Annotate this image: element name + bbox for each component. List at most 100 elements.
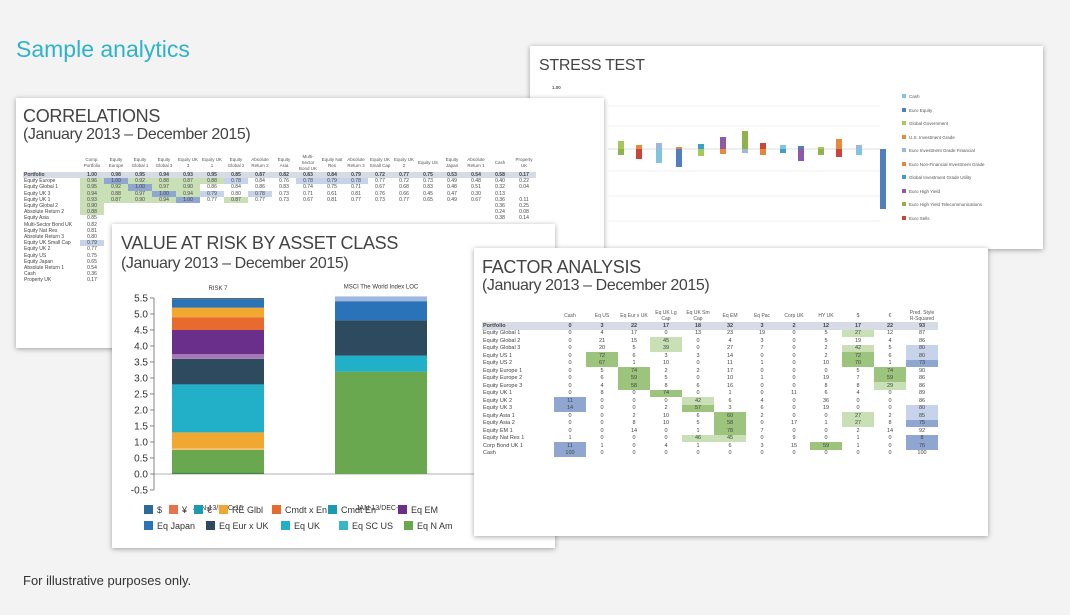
factor-cell: 14 xyxy=(554,404,586,412)
correlations-cell: 0.95 xyxy=(80,184,104,191)
stress-bar-up xyxy=(676,147,682,149)
correlations-cell: 0.66 xyxy=(399,190,409,197)
var-bar-segment xyxy=(172,298,264,300)
factor-cell: 86 xyxy=(918,397,926,404)
factor-cell: 0 xyxy=(856,397,860,404)
factor-cell: 0 xyxy=(856,450,860,457)
var-legend-swatch xyxy=(219,505,228,514)
factor-row: Equity US 1 0 72 6 3 3 14 0 0 2 72 6 80 xyxy=(482,352,938,360)
correlations-row-label: Equity Nat Res xyxy=(24,227,58,234)
factor-cell: 8 xyxy=(632,420,636,427)
footer-note: For illustrative purposes only. xyxy=(23,573,192,588)
factor-row: Equity UK 2 11 0 0 0 42 6 4 0 36 0 0 86 xyxy=(482,397,938,405)
correlations-cell: 0.78 xyxy=(344,178,368,185)
var-bar-segment xyxy=(172,432,264,449)
factor-cell: 0 xyxy=(664,330,668,337)
factor-cell: 10 xyxy=(726,375,734,382)
factor-row-label: Equity Asia 2 xyxy=(483,420,515,427)
correlations-cell: 0.86 xyxy=(255,184,265,191)
factor-row-label: Equity Global 1 xyxy=(483,330,521,337)
correlations-cell: 0.72 xyxy=(399,178,409,185)
factor-column-header: Eq US xyxy=(594,313,610,319)
factor-cell: 42 xyxy=(682,397,714,405)
factor-cell: 1 xyxy=(600,442,604,449)
factor-cell: 0 xyxy=(696,390,700,397)
factor-cell: 11 xyxy=(554,397,586,405)
factor-cell: 0 xyxy=(568,382,572,389)
correlations-cell: 0.81 xyxy=(327,196,337,203)
factor-cell: 0 xyxy=(632,397,636,404)
factor-cell: 12 xyxy=(886,330,894,337)
correlations-column-header: Equity UK 2 xyxy=(393,157,414,168)
stress-bar-down xyxy=(742,149,748,153)
correlations-cell: 0.61 xyxy=(327,190,337,197)
correlations-cell: 0.79 xyxy=(344,172,368,179)
correlations-cell: 0.13 xyxy=(495,190,505,197)
factor-cell: 19 xyxy=(822,405,830,412)
factor-cell: 0 xyxy=(568,420,572,427)
factor-cell: 0 xyxy=(600,420,604,427)
factor-cell: 4 xyxy=(760,397,764,404)
correlations-column-header: Property UK xyxy=(515,157,533,168)
factor-cell: 0 xyxy=(664,427,668,434)
factor-cell: 39 xyxy=(650,344,682,352)
correlations-corner xyxy=(23,154,80,172)
factor-cell: 0 xyxy=(888,435,892,442)
factor-column-header: Eq UK Sm Cap xyxy=(686,310,710,322)
factor-cell: 0 xyxy=(792,450,796,457)
var-legend-item: RE Glbl xyxy=(219,505,263,515)
factor-row-label: Corp Bond UK 1 xyxy=(483,442,524,449)
factor-cell: 0 xyxy=(568,367,572,374)
factor-cell: 2 xyxy=(760,412,764,419)
factor-cell: 0 xyxy=(664,397,668,404)
factor-cell: 0 xyxy=(792,360,796,367)
factor-cell: 85 xyxy=(906,412,938,420)
stress-legend-swatch xyxy=(902,202,906,206)
factor-cell: 0 xyxy=(696,360,700,367)
factor-row-label: Equity UK 1 xyxy=(483,390,513,397)
var-legend-swatch xyxy=(272,505,281,514)
correlations-row: Equity UK 2 0.77 xyxy=(23,246,536,252)
correlations-cell: 0.17 xyxy=(87,277,97,284)
stress-legend-label: Euro Equity xyxy=(909,107,933,113)
stress-legend-label: Euro Non-Financial Investment Grade xyxy=(909,161,985,167)
correlations-row-label: Cash xyxy=(24,271,36,278)
factor-cell: 11 xyxy=(554,442,586,450)
factor-cell: 42 xyxy=(842,344,874,352)
factor-cell: 3 xyxy=(728,405,732,412)
factor-cell: 17 xyxy=(650,322,682,330)
factor-cell: 6 xyxy=(696,412,700,419)
var-category-label: JAN-13/DEC-15 xyxy=(193,505,243,512)
factor-cell: 5 xyxy=(696,420,700,427)
correlations-row-label: Absolute Return 3 xyxy=(24,233,65,240)
factor-cell: 18 xyxy=(682,322,714,330)
var-legend-item: Cmdt En xyxy=(328,505,376,515)
factor-cell: 6 xyxy=(728,397,732,404)
factor-row-label: Equity Global 2 xyxy=(483,337,521,344)
stress-legend-item: Euro High Yield Telecommunications xyxy=(902,202,982,207)
var-legend-item: Eq N Am xyxy=(404,521,453,531)
correlations-cell: 0.80 xyxy=(231,190,241,197)
var-bar-segment xyxy=(335,355,427,372)
stress-bar-up xyxy=(720,137,726,149)
factor-cell: 0 xyxy=(760,435,764,442)
var-legend-item: ¥ xyxy=(169,505,187,515)
correlations-cell: 0.67 xyxy=(375,184,385,191)
var-bar-segment xyxy=(172,358,264,385)
factor-cell: 3 xyxy=(586,322,618,330)
factor-cell: 13 xyxy=(694,330,702,337)
correlations-cell: 0.24 xyxy=(495,209,505,216)
correlations-cell: 0.77 xyxy=(351,196,361,203)
factor-cell: 14 xyxy=(630,427,638,434)
factor-cell: 59 xyxy=(810,442,842,450)
factor-cell: 10 xyxy=(662,412,670,419)
var-legend-item: € xyxy=(194,505,212,515)
factor-cell: 60 xyxy=(714,412,746,420)
factor-cell: 1 xyxy=(856,435,860,442)
factor-row: Equity Europe 1 0 5 74 2 2 17 0 0 0 5 74 90 xyxy=(482,367,938,375)
factor-row-label: Equity Europe 2 xyxy=(483,375,523,382)
stress-bar-up xyxy=(636,145,642,149)
factor-cell: 20 xyxy=(598,345,606,352)
factor-cell: 3 xyxy=(696,352,700,359)
factor-cell: 19 xyxy=(822,375,830,382)
